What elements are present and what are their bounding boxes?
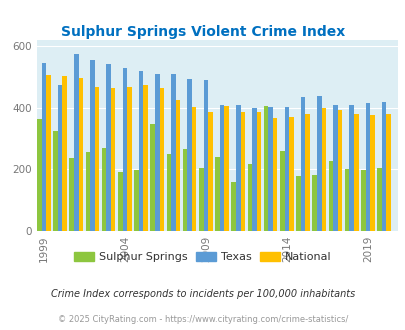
Text: © 2025 CityRating.com - https://www.cityrating.com/crime-statistics/: © 2025 CityRating.com - https://www.city… bbox=[58, 315, 347, 324]
Bar bbox=[85, 152, 90, 231]
Bar bbox=[192, 107, 196, 231]
Bar bbox=[90, 60, 94, 231]
Bar bbox=[349, 105, 353, 231]
Bar bbox=[284, 107, 288, 231]
Bar bbox=[198, 168, 203, 231]
Bar bbox=[159, 88, 164, 231]
Bar bbox=[187, 79, 192, 231]
Bar bbox=[360, 170, 365, 231]
Bar bbox=[231, 182, 235, 231]
Bar bbox=[215, 157, 219, 231]
Bar bbox=[41, 63, 46, 231]
Bar bbox=[139, 71, 143, 231]
Bar bbox=[333, 105, 337, 231]
Bar bbox=[134, 170, 139, 231]
Text: Sulphur Springs Violent Crime Index: Sulphur Springs Violent Crime Index bbox=[61, 25, 344, 39]
Bar bbox=[155, 74, 159, 231]
Bar bbox=[122, 68, 127, 231]
Bar bbox=[58, 85, 62, 231]
Bar bbox=[300, 97, 305, 231]
Bar bbox=[166, 154, 171, 231]
Bar bbox=[171, 75, 175, 231]
Bar bbox=[256, 112, 261, 231]
Legend: Sulphur Springs, Texas, National: Sulphur Springs, Texas, National bbox=[70, 248, 335, 267]
Bar bbox=[37, 119, 41, 231]
Bar bbox=[328, 161, 333, 231]
Bar bbox=[272, 118, 277, 231]
Bar bbox=[337, 110, 341, 231]
Bar bbox=[344, 169, 349, 231]
Bar bbox=[150, 124, 155, 231]
Bar bbox=[46, 76, 51, 231]
Bar bbox=[69, 158, 74, 231]
Bar bbox=[102, 148, 106, 231]
Bar bbox=[74, 54, 78, 231]
Bar bbox=[235, 105, 240, 231]
Text: Crime Index corresponds to incidents per 100,000 inhabitants: Crime Index corresponds to incidents per… bbox=[51, 289, 354, 299]
Bar bbox=[268, 107, 272, 231]
Bar bbox=[219, 105, 224, 231]
Bar bbox=[305, 114, 309, 231]
Bar bbox=[106, 64, 111, 231]
Bar bbox=[365, 103, 369, 231]
Bar bbox=[78, 78, 83, 231]
Bar bbox=[369, 115, 374, 231]
Bar bbox=[62, 76, 67, 231]
Bar bbox=[203, 80, 208, 231]
Bar bbox=[240, 112, 245, 231]
Bar bbox=[263, 106, 268, 231]
Bar bbox=[94, 86, 99, 231]
Bar bbox=[208, 112, 212, 231]
Bar bbox=[288, 117, 293, 231]
Bar bbox=[143, 85, 147, 231]
Bar bbox=[353, 114, 358, 231]
Bar bbox=[296, 176, 300, 231]
Bar bbox=[312, 176, 316, 231]
Bar bbox=[175, 100, 180, 231]
Bar bbox=[386, 114, 390, 231]
Bar bbox=[252, 108, 256, 231]
Bar bbox=[247, 164, 252, 231]
Bar bbox=[321, 109, 325, 231]
Bar bbox=[316, 96, 321, 231]
Bar bbox=[111, 88, 115, 231]
Bar bbox=[224, 106, 228, 231]
Bar bbox=[381, 102, 386, 231]
Bar bbox=[53, 131, 58, 231]
Bar bbox=[279, 151, 284, 231]
Bar bbox=[182, 149, 187, 231]
Bar bbox=[376, 168, 381, 231]
Bar bbox=[118, 172, 122, 231]
Bar bbox=[127, 87, 131, 231]
